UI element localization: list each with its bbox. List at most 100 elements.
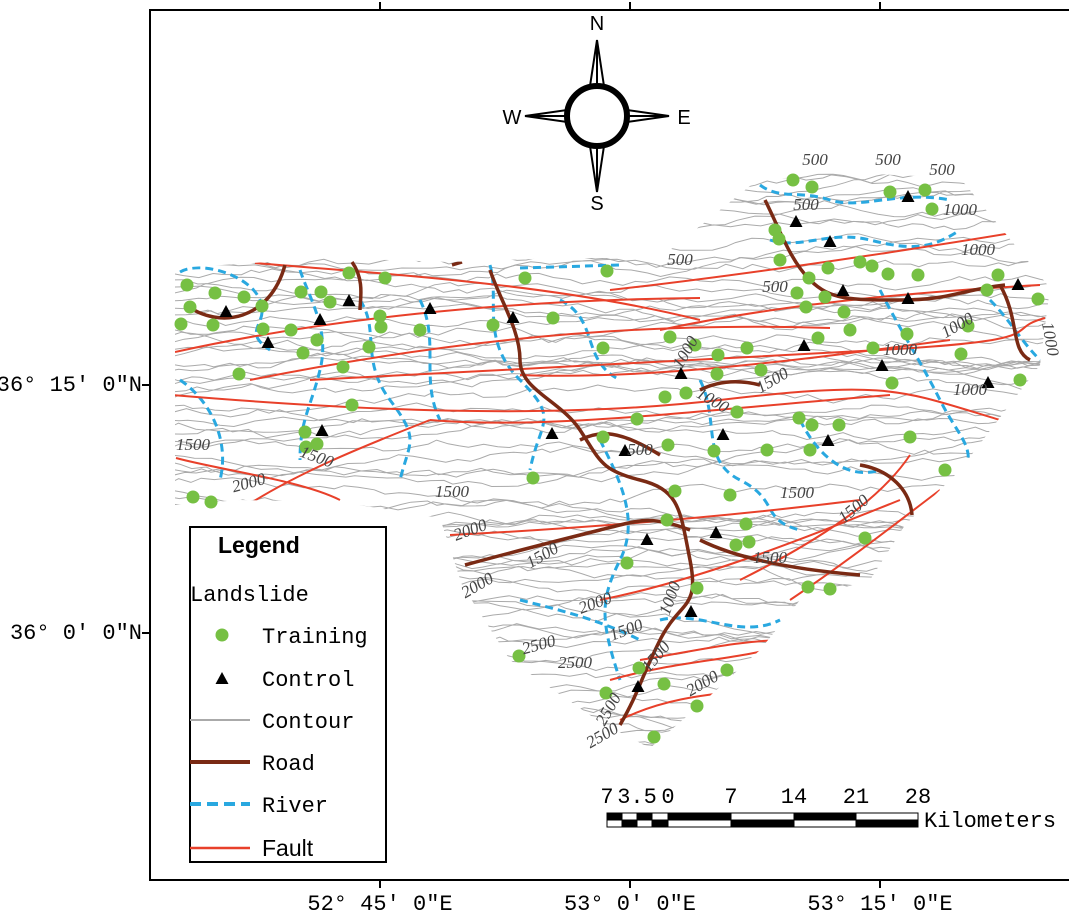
training-point — [803, 272, 816, 285]
scale-segment — [637, 813, 652, 820]
contour-label: 2500 — [583, 718, 622, 752]
compass-label: W — [503, 107, 522, 129]
control-point — [424, 302, 437, 314]
training-point — [295, 286, 308, 299]
contour-label: 500 — [667, 250, 693, 269]
training-point — [519, 272, 532, 285]
training-point — [844, 324, 857, 337]
scale-segment — [607, 820, 622, 827]
training-point — [209, 287, 222, 300]
training-point — [939, 464, 952, 477]
training-point — [662, 439, 675, 452]
training-point — [233, 368, 246, 381]
training-point — [708, 445, 721, 458]
scale-label: 7 — [724, 785, 737, 810]
contour-label: 500 — [802, 150, 828, 169]
training-point — [712, 349, 725, 362]
training-point — [824, 583, 837, 596]
training-point — [315, 286, 328, 299]
contour-line — [170, 316, 1066, 349]
legend-item: Control — [262, 668, 354, 693]
training-point — [884, 186, 897, 199]
control-point — [641, 533, 654, 545]
training-point — [205, 496, 218, 509]
fault — [240, 420, 430, 510]
training-point — [926, 203, 939, 216]
training-point — [324, 296, 337, 309]
scale-segment — [731, 813, 794, 820]
training-point — [375, 321, 388, 334]
training-point — [854, 256, 867, 269]
training-point — [299, 426, 312, 439]
training-point — [819, 291, 832, 304]
training-point — [955, 348, 968, 361]
compass-label: E — [677, 107, 690, 129]
control-point — [314, 313, 327, 325]
training-point — [833, 419, 846, 432]
training-point — [691, 700, 704, 713]
legend-item: Fault — [262, 835, 314, 861]
lon-label: 53° 0′ 0″E — [564, 892, 696, 917]
compass-label: S — [590, 193, 603, 215]
training-point — [661, 514, 674, 527]
scale-segment — [668, 813, 731, 820]
contour-label: 2500 — [558, 653, 593, 672]
scale-segment — [794, 820, 856, 827]
training-point — [664, 331, 677, 344]
contour-line — [170, 503, 1069, 526]
legend-training — [216, 629, 229, 642]
training-point — [691, 582, 704, 595]
scale-label: 21 — [843, 785, 869, 810]
training-point — [659, 391, 672, 404]
contour-label: 2500 — [520, 631, 558, 658]
training-point — [680, 387, 693, 400]
training-point — [886, 377, 899, 390]
contour-label: 500 — [627, 440, 653, 459]
contour-label: 500 — [762, 277, 788, 296]
training-point — [904, 431, 917, 444]
training-point — [730, 539, 743, 552]
page: 5005005005001000100050050010001000100010… — [0, 0, 1069, 918]
training-point — [919, 184, 932, 197]
contour-label: 1000 — [961, 240, 996, 259]
fault — [175, 298, 700, 352]
training-point — [761, 444, 774, 457]
training-point — [238, 291, 251, 304]
training-point — [981, 284, 994, 297]
contour-label: 1500 — [753, 548, 788, 567]
training-point — [774, 254, 787, 267]
training-point — [731, 406, 744, 419]
training-point — [414, 324, 427, 337]
scale-label: 3.5 — [617, 785, 657, 810]
scale-label: 7 — [600, 785, 613, 810]
training-point — [285, 324, 298, 337]
river — [770, 230, 960, 247]
scale-segment — [652, 813, 668, 820]
training-point — [597, 342, 610, 355]
scale-label: 14 — [781, 785, 807, 810]
training-point — [487, 319, 500, 332]
training-point — [181, 279, 194, 292]
road — [186, 265, 285, 318]
contour-label: 500 — [929, 160, 955, 179]
training-point — [800, 301, 813, 314]
training-point — [787, 174, 800, 187]
training-point — [658, 678, 671, 691]
contour-label: 1500 — [435, 482, 470, 501]
legend-title: Legend — [218, 532, 300, 558]
training-point — [838, 306, 851, 319]
training-point — [256, 300, 269, 313]
training-point — [1032, 293, 1045, 306]
training-point — [791, 287, 804, 300]
training-point — [631, 413, 644, 426]
training-point — [1014, 374, 1027, 387]
scale-segment — [794, 813, 856, 820]
contour-label: 500 — [875, 150, 901, 169]
road — [1000, 285, 1030, 360]
legend-item: Road — [262, 752, 315, 777]
training-point — [866, 260, 879, 273]
training-point — [806, 181, 819, 194]
training-point — [867, 342, 880, 355]
training-point — [773, 233, 786, 246]
scale-segment — [622, 813, 637, 820]
